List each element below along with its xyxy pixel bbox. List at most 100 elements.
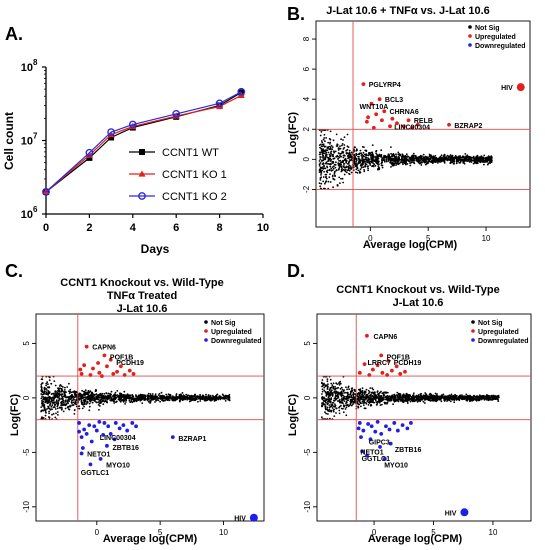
- panel-b-y-tick-label: 4: [302, 96, 311, 101]
- panel-letter-b: B.: [287, 4, 305, 24]
- panel-b-not-sig-point: [363, 153, 366, 156]
- panel-b-not-sig-point: [383, 154, 385, 157]
- panel-c-not-sig-point: [60, 404, 62, 407]
- panel-d-not-sig-point: [452, 394, 455, 397]
- panel-d-not-sig-point: [334, 396, 337, 399]
- panel-b-not-sig-point: [322, 138, 325, 141]
- panel-c-not-sig-point: [180, 397, 182, 400]
- panel-d-not-sig-point: [402, 401, 405, 404]
- panel-b-not-sig-point: [323, 145, 326, 148]
- panel-c-not-sig-point: [180, 394, 183, 397]
- panel-c-not-sig-point: [97, 394, 100, 396]
- panel-c-not-sig-point: [124, 396, 127, 398]
- panel-c-not-sig-point: [125, 399, 128, 402]
- panel-c-not-sig-point: [130, 397, 132, 400]
- panel-c-not-sig-point: [48, 410, 50, 413]
- panel-c-gene-label: GGTLC1: [81, 470, 109, 477]
- panel-d-not-sig-point: [325, 395, 328, 397]
- panel-d-not-sig-point: [327, 383, 329, 386]
- panel-b-upregulated-point: [390, 116, 395, 121]
- panel-b-not-sig-point: [341, 177, 344, 180]
- panel-b-not-sig-point: [369, 162, 371, 165]
- panel-b-not-sig-point: [373, 160, 376, 163]
- panel-d-not-sig-point: [336, 387, 338, 390]
- panel-c-not-sig-point: [107, 392, 110, 395]
- panel-d-not-sig-point: [382, 392, 385, 395]
- panel-c-not-sig-point: [215, 399, 218, 402]
- panel-b-not-sig-point: [452, 162, 455, 165]
- panel-c-not-sig-point: [152, 396, 155, 399]
- panel-b-not-sig-point: [488, 156, 491, 159]
- panel-b-not-sig-point: [404, 158, 406, 161]
- panel-c-not-sig-point: [207, 396, 210, 399]
- panel-c-not-sig-point: [159, 396, 162, 399]
- panel-b-not-sig-point: [428, 159, 431, 161]
- panel-d-not-sig-point: [382, 398, 384, 401]
- panel-b-not-sig-point: [359, 149, 362, 152]
- panel-b-not-sig-point: [394, 157, 397, 160]
- panel-c-not-sig-point: [65, 399, 67, 401]
- panel-b-not-sig-point: [463, 161, 465, 163]
- panel-c-not-sig-point: [198, 395, 201, 398]
- panel-b-not-sig-point: [482, 161, 484, 164]
- panel-d-gene-label: CAPN6: [374, 334, 398, 341]
- panel-c-not-sig-point: [154, 393, 157, 395]
- panel-c-not-sig-point: [43, 393, 46, 395]
- panel-c-not-sig-point: [114, 397, 117, 399]
- panel-c-not-sig-point: [88, 409, 91, 412]
- panel-c-downregulated-point: [102, 421, 107, 425]
- panel-a-ylabel: Cell count: [2, 112, 16, 170]
- panel-d-not-sig-point: [372, 399, 374, 401]
- panel-d-legend-label: Downregulated: [478, 338, 529, 345]
- panel-b-not-sig-point: [408, 160, 410, 162]
- panel-b-not-sig-point: [333, 165, 335, 168]
- panel-b-not-sig-point: [321, 143, 324, 146]
- panel-d-ylabel: Log(FC): [287, 394, 299, 436]
- panel-c-not-sig-point: [56, 391, 59, 393]
- panel-d-not-sig-point: [477, 399, 480, 402]
- panel-d-gene-label: ZBTB16: [395, 447, 422, 454]
- panel-b-not-sig-point: [412, 152, 415, 155]
- panel-d-not-sig-point: [464, 395, 466, 397]
- panel-b-not-sig-point: [355, 171, 357, 174]
- panel-b-not-sig-point: [327, 180, 330, 183]
- panel-b-not-sig-point: [448, 155, 450, 158]
- panel-c-legend-label: Upregulated: [211, 329, 252, 336]
- panel-b-not-sig-point: [345, 165, 348, 168]
- panel-a-legend-label: CCNT1 KO 1: [162, 169, 227, 181]
- panel-d-not-sig-point: [349, 398, 352, 401]
- panel-d-gene-label: MYO10: [384, 462, 408, 469]
- panel-c-not-sig-point: [184, 398, 187, 401]
- panel-d-not-sig-point: [387, 399, 390, 402]
- panel-a-data-point: [172, 110, 181, 118]
- panel-b-not-sig-point: [355, 162, 357, 165]
- panel-d-not-sig-point: [397, 396, 400, 399]
- panel-b-not-sig-point: [413, 162, 416, 165]
- panel-b-not-sig-point: [341, 168, 343, 170]
- panel-b-not-sig-point: [347, 165, 350, 168]
- panel-d-upregulated-point: [398, 372, 403, 376]
- panel-c-not-sig-point: [41, 416, 43, 418]
- panel-d-not-sig-point: [327, 396, 330, 399]
- panel-b-not-sig-point: [409, 157, 412, 159]
- panel-b-not-sig-point: [350, 151, 353, 154]
- panel-c-not-sig-point: [54, 384, 57, 387]
- panel-c-not-sig-point: [147, 400, 150, 403]
- panel-b-not-sig-point: [326, 147, 329, 150]
- panel-d-not-sig-point: [327, 402, 329, 405]
- panel-b-not-sig-point: [373, 163, 376, 166]
- panel-d-not-sig-point: [406, 397, 409, 400]
- panel-c-upregulated-point: [111, 372, 116, 376]
- panel-c-not-sig-point: [61, 398, 64, 401]
- panel-b-upregulated-point: [402, 124, 406, 129]
- panel-b-not-sig-point: [419, 159, 421, 162]
- panel-c-not-sig-point: [66, 386, 69, 388]
- panel-b-not-sig-point: [338, 156, 341, 159]
- panel-d-not-sig-point: [371, 387, 374, 390]
- panel-c-not-sig-point: [47, 405, 50, 408]
- panel-c-not-sig-point: [82, 399, 85, 402]
- panel-c-not-sig-point: [104, 399, 107, 402]
- panel-b-not-sig-point: [356, 172, 359, 174]
- panel-c-not-sig-point: [58, 390, 61, 393]
- panel-b-not-sig-point: [366, 161, 369, 164]
